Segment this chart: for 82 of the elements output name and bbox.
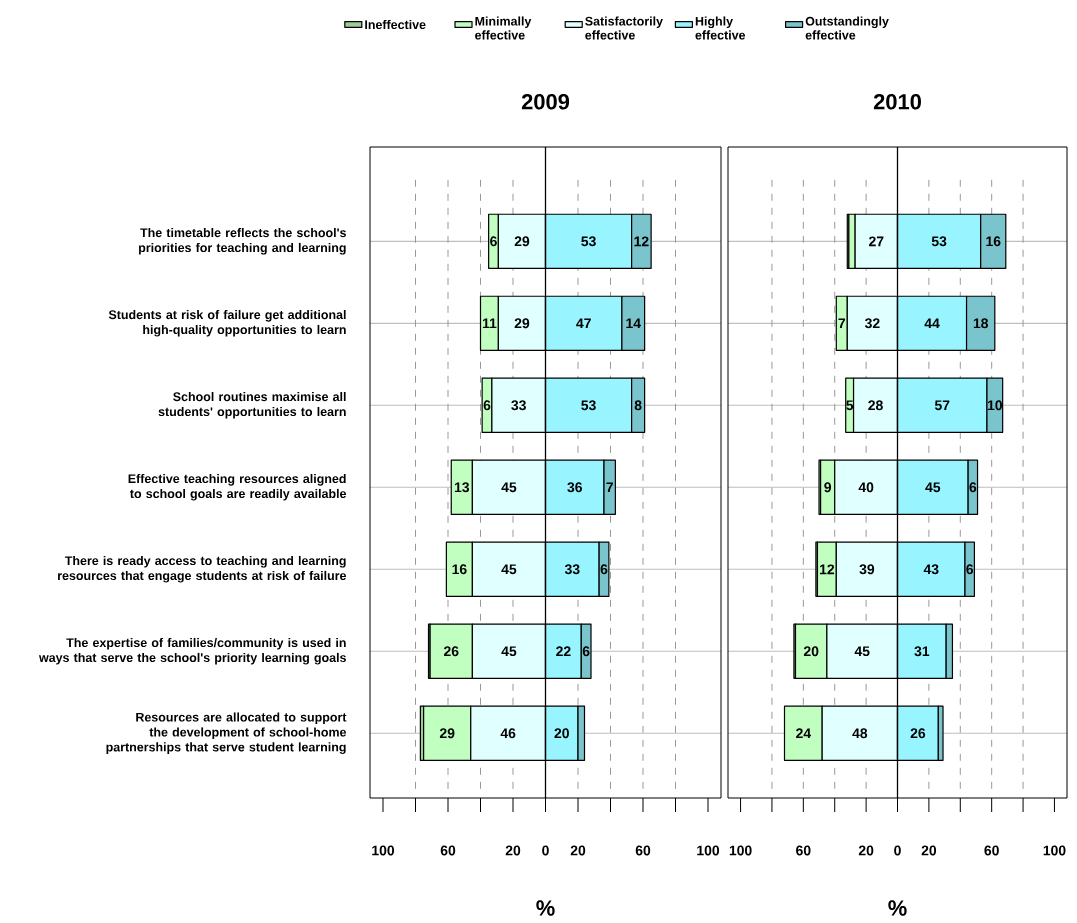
x-tick-label: 100	[697, 845, 720, 856]
data-label: 7	[606, 482, 613, 493]
x-axis-title: %	[888, 900, 907, 916]
data-label: 16	[986, 236, 1001, 247]
data-label: 7	[838, 318, 846, 329]
x-tick-label: 60	[440, 845, 456, 856]
data-label: 40	[858, 482, 874, 493]
chart-title: 2009	[521, 93, 570, 110]
y-tick-label: School routines maximise all students' opportunities to learn	[158, 391, 346, 419]
data-label: 6	[582, 646, 590, 657]
x-tick-label: 0	[542, 845, 549, 856]
data-label: 6	[969, 482, 977, 493]
x-tick-label: 20	[505, 845, 521, 856]
y-tick-label: The expertise of families/community is used in ways that serve the school's priority learning goals	[38, 637, 346, 665]
data-label: 45	[501, 564, 517, 575]
data-label: 47	[576, 318, 591, 329]
chart-title: 2010	[873, 93, 921, 110]
data-label: 11	[482, 318, 497, 329]
data-label: 6	[966, 564, 974, 575]
legend-label: Outstandingly effective	[805, 16, 889, 40]
data-label: 12	[634, 236, 649, 247]
data-label: 14	[626, 318, 641, 329]
x-axis-title: %	[536, 900, 555, 916]
legend-label: Ineffective	[365, 19, 426, 30]
x-tick-label: 100	[729, 845, 752, 856]
y-tick-label: Resources are allocated to support the development of school-home partnerships that serve student learning	[106, 712, 347, 755]
legend-label: Satisfactorily effective	[585, 16, 663, 40]
data-label: 53	[581, 236, 596, 247]
data-label: 26	[910, 728, 926, 739]
data-label: 36	[567, 482, 582, 493]
data-label: 16	[452, 564, 467, 575]
data-label: 22	[556, 646, 571, 657]
legend-label: Highly effective	[695, 16, 746, 40]
x-tick-label: 60	[635, 845, 651, 856]
data-label: 45	[925, 482, 941, 493]
data-label: 53	[931, 236, 947, 247]
x-tick-label: 20	[921, 845, 937, 856]
data-label: 45	[501, 482, 517, 493]
data-label: 28	[868, 400, 883, 411]
data-label: 31	[914, 646, 930, 657]
data-label: 20	[554, 728, 569, 739]
data-label: 27	[869, 236, 884, 247]
data-label: 44	[924, 318, 940, 329]
x-tick-label: 100	[372, 845, 395, 856]
x-tick-label: 0	[894, 845, 901, 856]
x-tick-label: 20	[858, 845, 874, 856]
legend-label: Minimally effective	[475, 16, 532, 40]
data-label: 32	[864, 318, 880, 329]
y-tick-label: Students at risk of failure get additional high-quality opportunities to learn	[108, 309, 346, 337]
x-tick-label: 60	[984, 845, 999, 856]
data-label: 9	[824, 482, 832, 493]
data-label: 53	[581, 400, 596, 411]
data-label: 10	[987, 400, 1002, 411]
data-label: 6	[600, 564, 608, 575]
x-tick-label: 100	[1043, 845, 1066, 856]
y-tick-label: There is ready access to teaching and learning resources that engage students at risk of failure	[58, 555, 347, 583]
y-tick-label: The timetable reflects the school's priorities for teaching and learning	[139, 227, 346, 255]
data-label: 6	[483, 400, 491, 411]
data-label: 20	[803, 646, 819, 657]
y-tick-label: Effective teaching resources aligned to school goals are readily available	[128, 473, 347, 501]
data-label: 29	[514, 236, 530, 247]
data-label: 33	[511, 400, 526, 411]
data-label: 29	[439, 728, 455, 739]
x-tick-label: 60	[796, 845, 811, 856]
data-label: 5	[846, 400, 854, 411]
x-tick-label: 20	[570, 845, 586, 856]
data-label: 8	[634, 400, 642, 411]
data-label: 6	[490, 236, 497, 247]
data-label: 48	[852, 728, 868, 739]
data-label: 26	[443, 646, 459, 657]
data-label: 46	[500, 728, 516, 739]
data-label: 24	[796, 728, 812, 739]
data-label: 45	[501, 646, 517, 657]
data-label: 45	[854, 646, 870, 657]
data-label: 33	[564, 564, 580, 575]
data-label: 43	[923, 564, 939, 575]
data-label: 39	[859, 564, 875, 575]
data-label: 18	[973, 318, 989, 329]
data-label: 57	[934, 400, 950, 411]
data-label: 29	[514, 318, 530, 329]
data-label: 12	[820, 564, 835, 575]
data-label: 13	[454, 482, 470, 493]
